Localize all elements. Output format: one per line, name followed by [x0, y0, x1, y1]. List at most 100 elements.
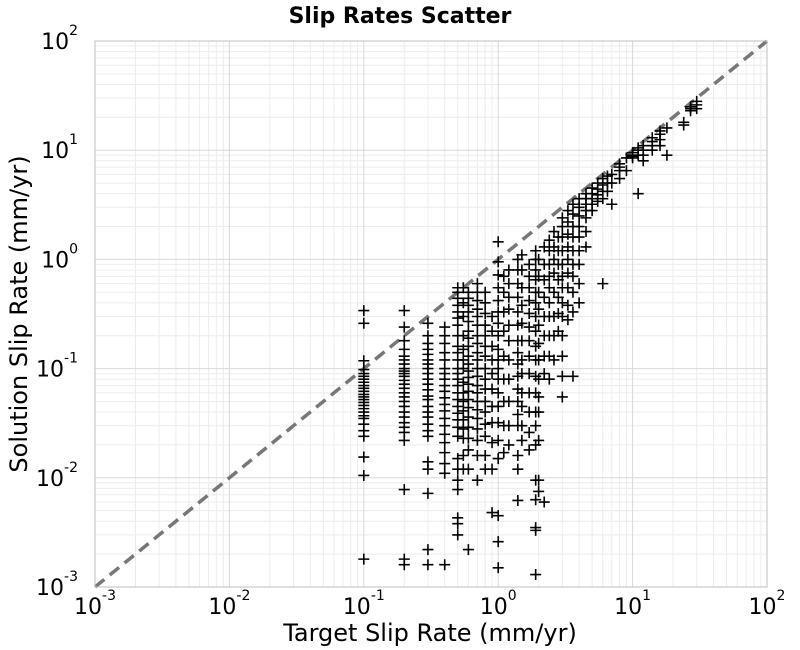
- data-point-marker: [358, 305, 370, 317]
- data-point-marker: [516, 249, 528, 261]
- data-point-marker: [398, 321, 410, 333]
- data-point-marker: [530, 297, 542, 309]
- data-point-marker: [479, 373, 491, 385]
- data-point-marker: [492, 256, 504, 268]
- data-point-marker: [597, 278, 609, 290]
- data-point-marker: [422, 487, 434, 499]
- data-point-marker: [620, 165, 632, 177]
- data-point-marker: [503, 439, 515, 451]
- data-point-marker: [573, 278, 585, 290]
- data-point-marker: [422, 463, 434, 475]
- data-point-marker: [556, 310, 568, 322]
- y-tick-label: 10-1: [36, 351, 78, 383]
- data-point-marker: [492, 317, 504, 329]
- data-point-marker: [398, 305, 410, 317]
- data-point-marker: [486, 463, 498, 475]
- data-point-marker: [422, 559, 434, 571]
- data-point-marker: [573, 258, 585, 270]
- data-point-marker: [533, 303, 545, 315]
- data-point-marker: [661, 149, 673, 161]
- data-point-marker: [530, 420, 542, 432]
- data-point-marker: [479, 297, 491, 309]
- data-point-marker: [452, 430, 464, 442]
- data-point-marker: [538, 496, 550, 508]
- data-point-marker: [462, 340, 474, 352]
- data-point-marker: [492, 510, 504, 522]
- data-point-marker: [492, 434, 504, 446]
- data-point-marker: [452, 484, 464, 496]
- data-point-marker: [358, 317, 370, 329]
- data-point-marker: [471, 370, 483, 382]
- data-point-marker: [543, 234, 555, 246]
- data-point-marker: [523, 350, 535, 362]
- data-point-marker: [486, 383, 498, 395]
- data-point-marker: [479, 330, 491, 342]
- y-tick-label: 100: [41, 241, 78, 273]
- data-point-marker: [533, 270, 545, 282]
- data-point-marker: [556, 221, 568, 233]
- data-point-marker: [543, 373, 555, 385]
- data-point-marker: [573, 231, 585, 243]
- data-point-marker: [523, 282, 535, 294]
- data-point-marker: [552, 291, 564, 303]
- data-point-marker: [498, 306, 510, 318]
- data-point-marker: [614, 173, 626, 185]
- data-point-marker: [358, 355, 370, 367]
- data-point-marker: [538, 291, 550, 303]
- data-point-marker: [358, 469, 370, 481]
- data-point-marker: [530, 494, 542, 506]
- data-point-marker: [498, 270, 510, 282]
- data-point-marker: [556, 245, 568, 257]
- x-tick-label: 10-1: [343, 588, 385, 620]
- data-point-marker: [562, 299, 574, 311]
- data-point-marker: [533, 406, 545, 418]
- data-point-marker: [479, 430, 491, 442]
- data-point-marker: [523, 335, 535, 347]
- data-point-marker: [530, 569, 542, 581]
- data-point-marker: [457, 450, 469, 462]
- data-point-marker: [471, 337, 483, 349]
- data-point-marker: [543, 297, 555, 309]
- data-point-marker: [523, 307, 535, 319]
- data-point-marker: [452, 319, 464, 331]
- data-point-marker: [562, 282, 574, 294]
- data-point-marker: [457, 376, 469, 388]
- data-point-marker: [512, 347, 524, 359]
- data-point-marker: [462, 463, 474, 475]
- data-point-marker: [691, 103, 703, 115]
- data-point-marker: [654, 140, 666, 152]
- data-point-marker: [530, 264, 542, 276]
- data-point-marker: [533, 253, 545, 265]
- data-point-marker: [516, 264, 528, 276]
- data-point-marker: [452, 474, 464, 486]
- data-point-marker: [548, 354, 560, 366]
- data-point-marker: [533, 391, 545, 403]
- data-point-marker: [457, 282, 469, 294]
- data-point-marker: [492, 562, 504, 574]
- data-point-marker: [567, 270, 579, 282]
- data-point-marker: [523, 368, 535, 380]
- data-point-marker: [462, 411, 474, 423]
- data-point-marker: [512, 463, 524, 475]
- data-point-marker: [457, 310, 469, 322]
- data-point-marker: [358, 430, 370, 442]
- data-point-marker: [580, 226, 592, 238]
- data-point-marker: [492, 453, 504, 465]
- data-point-marker: [646, 144, 658, 156]
- data-point-marker: [556, 258, 568, 270]
- data-point-marker: [592, 195, 604, 207]
- data-point-marker: [471, 412, 483, 424]
- data-point-marker: [479, 319, 491, 331]
- data-point-marker: [462, 432, 474, 444]
- data-point-marker: [492, 330, 504, 342]
- x-tick-label: 10-2: [208, 588, 250, 620]
- data-point-marker: [492, 536, 504, 548]
- data-point-marker: [567, 198, 579, 210]
- data-point-marker: [452, 529, 464, 541]
- x-axis-label: Target Slip Rate (mm/yr): [282, 619, 577, 647]
- data-point-marker: [512, 291, 524, 303]
- data-point-marker: [439, 559, 451, 571]
- x-tick-label: 102: [749, 588, 786, 620]
- data-point-marker: [462, 444, 474, 456]
- data-point-marker: [637, 155, 649, 167]
